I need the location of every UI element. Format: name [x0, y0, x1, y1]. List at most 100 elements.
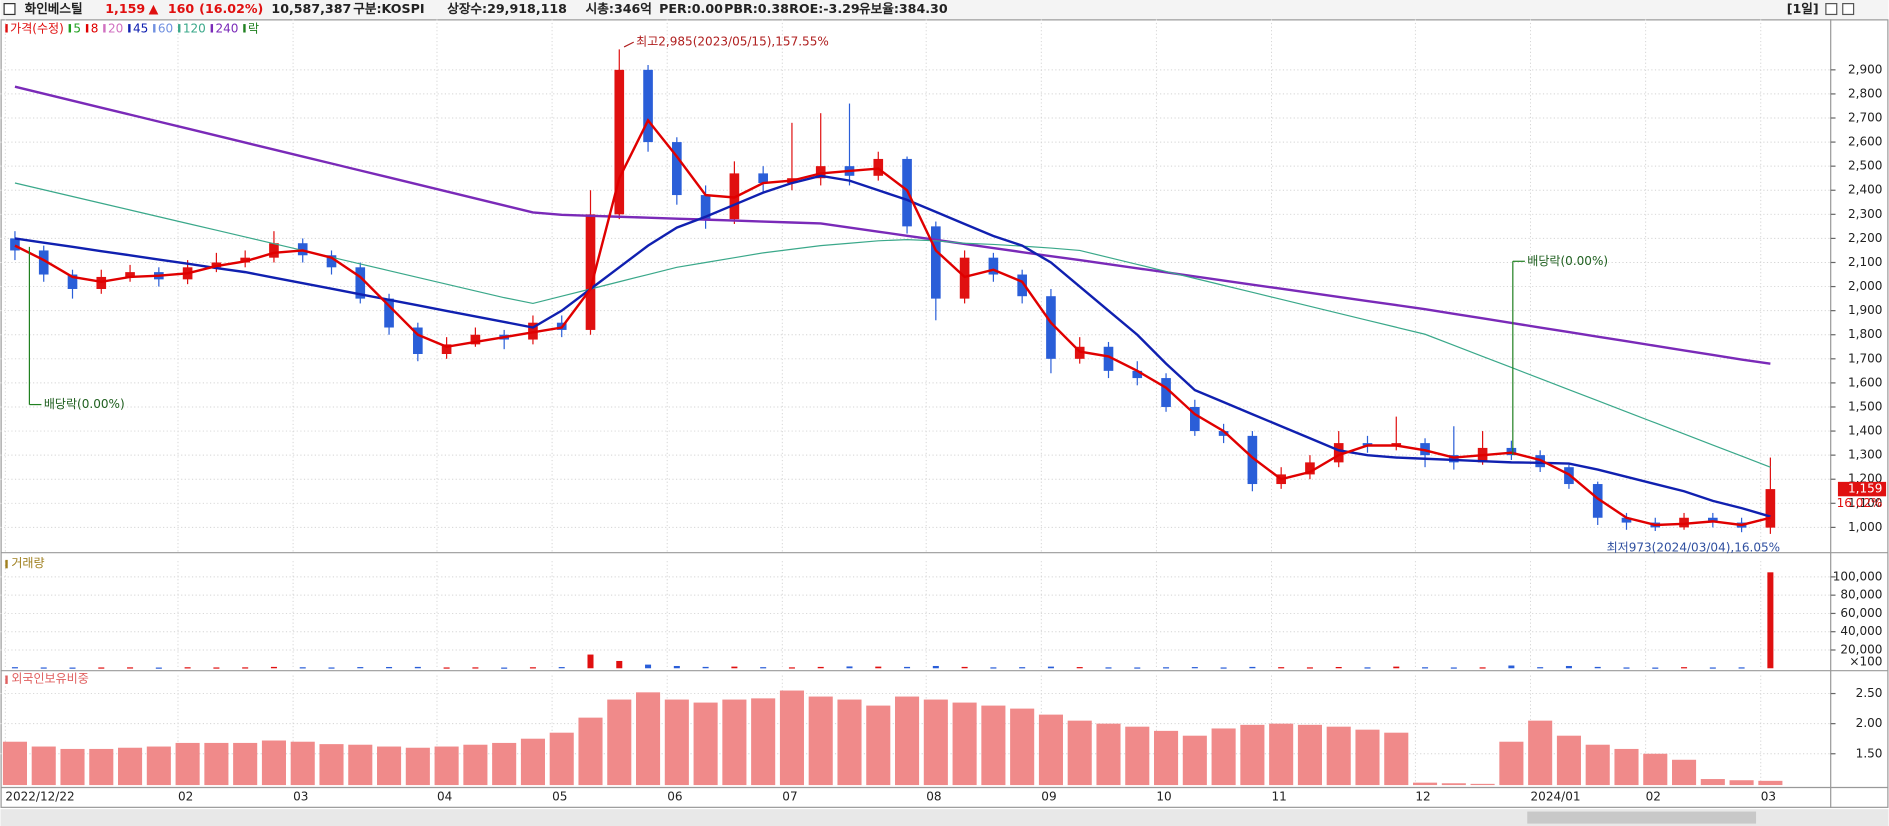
bar — [1738, 667, 1745, 669]
legend-swatch — [85, 24, 89, 33]
bar — [578, 717, 603, 786]
moving-average-line — [14, 85, 1771, 365]
bar — [1191, 667, 1198, 669]
y-tick-label: 2,300 — [1848, 207, 1882, 221]
bar — [875, 666, 882, 669]
bar — [1105, 667, 1112, 669]
bar — [981, 705, 1006, 786]
bar — [1508, 665, 1515, 669]
bar — [1163, 667, 1170, 669]
scrollbar[interactable] — [0, 809, 1889, 826]
bar — [299, 667, 306, 669]
bar — [645, 664, 652, 669]
bar — [1614, 748, 1639, 786]
bar — [693, 702, 718, 786]
candle-body — [125, 272, 135, 277]
legend-label: 45 — [133, 21, 148, 35]
bar — [1499, 741, 1524, 786]
bar — [1565, 665, 1572, 669]
arrow: ▲ — [149, 1, 159, 16]
last-price-box — [1837, 481, 1887, 497]
bar — [904, 666, 911, 669]
bar — [1269, 723, 1294, 786]
bar — [414, 666, 421, 669]
y-tick-label: 2.50 — [1856, 686, 1883, 700]
bar — [501, 667, 508, 669]
candle-body — [643, 69, 653, 143]
bar — [377, 746, 402, 786]
change-pct: (16.02%) — [199, 1, 263, 16]
bar — [1019, 667, 1026, 669]
period[interactable]: [1일] — [1787, 1, 1819, 16]
y-tick-label: 1,100 — [1848, 496, 1882, 510]
bar — [1528, 720, 1553, 786]
y-tick-label: 2,100 — [1848, 255, 1882, 269]
legend-swatch — [210, 24, 214, 33]
bar — [184, 667, 191, 669]
candle-body — [1190, 406, 1200, 432]
bar — [702, 666, 709, 669]
pbr: PBR:0.38 — [724, 1, 789, 16]
bar — [1278, 667, 1285, 669]
roe: ROE:-3.29 — [789, 1, 860, 16]
bar — [1758, 780, 1783, 786]
x-tick-label: 10 — [1156, 790, 1171, 804]
candle-body — [1592, 484, 1603, 518]
scroll-thumb[interactable] — [1527, 811, 1757, 824]
bar — [1047, 666, 1054, 669]
legend-swatch — [68, 24, 72, 33]
bar — [348, 744, 373, 786]
bar — [175, 742, 200, 786]
bar — [1652, 667, 1659, 669]
bar — [1700, 779, 1725, 786]
x-tick-label: 06 — [667, 790, 682, 804]
x-tick-label: 12 — [1415, 790, 1430, 804]
high-annotation: 최고2,985(2023/05/15),157.55% — [636, 35, 829, 49]
candle-body — [1046, 296, 1056, 359]
stock-name: 화인베스틸 — [25, 1, 83, 16]
y-tick-label: 2.00 — [1856, 716, 1883, 730]
bar — [673, 665, 680, 669]
panel-title: 외국인보유비중 — [11, 672, 88, 686]
price: 1,159 — [105, 1, 145, 16]
x-tick-label: 04 — [437, 790, 452, 804]
candle-body — [1247, 435, 1258, 485]
bar — [31, 746, 56, 786]
y-tick-label: 1,700 — [1848, 351, 1882, 365]
bar — [1306, 667, 1313, 669]
bar — [990, 667, 997, 669]
bar — [1096, 723, 1121, 786]
candle-body — [1017, 274, 1027, 297]
panel-title-mark — [5, 559, 8, 569]
bar — [319, 744, 344, 786]
bar — [118, 747, 143, 786]
bar — [1537, 667, 1544, 669]
bar — [357, 667, 364, 669]
x-tick-label: 02 — [1646, 790, 1661, 804]
legend-label: 락 — [248, 21, 259, 35]
panel-title-mark — [5, 675, 8, 684]
market: 구분:KOSPI — [353, 1, 424, 16]
y-tick-label: 1,800 — [1848, 327, 1882, 341]
bar — [1709, 667, 1716, 669]
candle-body — [1305, 462, 1315, 475]
bar — [529, 667, 536, 669]
candle-body — [758, 173, 768, 184]
close-button[interactable] — [1842, 3, 1855, 16]
minimize-button[interactable] — [1825, 3, 1838, 16]
bar — [1393, 666, 1400, 669]
candle-body — [384, 298, 394, 328]
x-tick-label: 2024/01 — [1531, 790, 1581, 804]
bar — [1643, 753, 1668, 786]
bar — [1220, 667, 1227, 669]
checkbox[interactable] — [3, 3, 16, 16]
bar — [1585, 744, 1610, 786]
y-tick-label: 2,500 — [1848, 159, 1882, 173]
annotation-arrow — [623, 41, 634, 48]
unit-label: ×100 — [1849, 655, 1882, 669]
bar — [127, 667, 134, 669]
legend-swatch — [128, 24, 131, 33]
bar — [1413, 782, 1438, 786]
candle-body — [10, 238, 20, 251]
candle-body — [1218, 431, 1229, 436]
